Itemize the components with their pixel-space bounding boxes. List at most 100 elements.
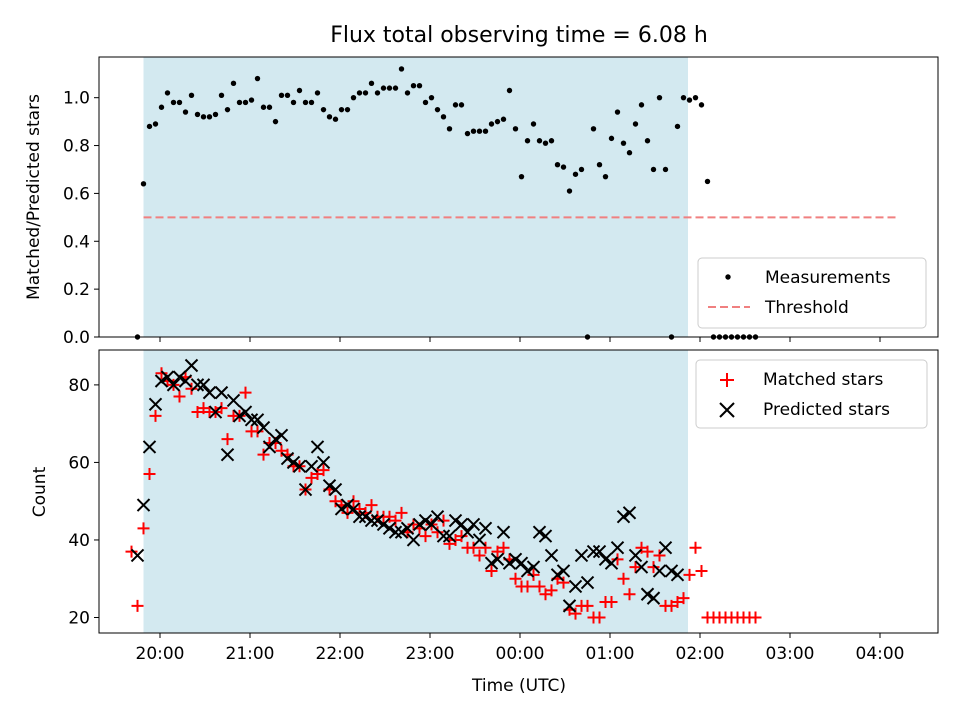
predicted-star-point <box>238 405 253 419</box>
measurement-point <box>284 92 291 98</box>
predicted-star-point <box>400 521 415 536</box>
measurement-point <box>248 97 255 103</box>
measurement-point <box>146 123 153 130</box>
measurement-point <box>680 94 687 101</box>
matched-star-point <box>593 611 606 624</box>
legend-predicted-marker <box>719 402 735 418</box>
measurement-point <box>332 116 339 122</box>
top-legend-box <box>697 257 927 329</box>
measurement-point <box>320 106 327 113</box>
predicted-star-point <box>574 548 589 563</box>
matched-star-point <box>689 541 702 554</box>
matched-star-point <box>569 607 582 620</box>
predicted-star-point <box>448 513 463 528</box>
measurement-point <box>650 166 657 173</box>
matched-star-point <box>455 530 468 543</box>
measurement-point <box>548 138 555 144</box>
legend-measurements-label: Measurements <box>765 268 891 288</box>
matched-star-point <box>473 549 486 562</box>
predicted-star-point <box>262 440 277 454</box>
predicted-star-point <box>232 409 247 423</box>
measurement-point <box>314 90 321 96</box>
y-tick-label: 0.2 <box>63 280 90 300</box>
x-axis-label: Time (UTC) <box>471 676 566 696</box>
matched-star-point <box>131 599 144 612</box>
predicted-star-point <box>484 556 499 570</box>
predicted-star-point <box>508 552 523 567</box>
predicted-star-point <box>394 525 409 539</box>
measurement-point <box>308 99 315 106</box>
matched-star-point <box>653 549 666 562</box>
matched-star-point <box>623 588 636 601</box>
bottom-frame <box>98 349 939 634</box>
predicted-star-point <box>520 564 535 578</box>
measurement-point <box>224 106 231 113</box>
measurement-point <box>578 166 585 173</box>
measurement-point <box>350 94 357 101</box>
predicted-star-point <box>244 413 259 427</box>
predicted-star-point <box>604 556 619 570</box>
matched-star-point <box>509 572 522 585</box>
predicted-star-point <box>544 548 559 563</box>
predicted-star-point <box>256 420 271 435</box>
predicted-star-point <box>184 358 199 373</box>
predicted-star-point <box>640 587 655 601</box>
measurement-point <box>530 121 537 127</box>
measurement-point <box>464 130 471 137</box>
predicted-star-point <box>310 440 325 454</box>
measurement-point <box>260 104 267 110</box>
measurement-point <box>368 80 375 87</box>
matched-star-point <box>545 584 558 597</box>
measurement-point <box>164 90 171 96</box>
x-tick-label: 02:00 <box>676 644 725 664</box>
predicted-star-point <box>580 575 595 590</box>
matched-star-point <box>395 506 408 519</box>
predicted-star-point <box>298 482 313 497</box>
measurement-point <box>602 173 609 180</box>
measurement-point <box>344 106 351 113</box>
top-panel: 0.0 0.2 0.4 0.6 0.8 1.0 Matched/Predicted sta… <box>24 56 939 348</box>
top-frame <box>98 56 939 338</box>
measurement-point <box>380 85 387 91</box>
measurement-point <box>488 121 495 127</box>
predicted-star-point <box>616 509 631 524</box>
measurement-point <box>182 109 189 115</box>
matched-star-point <box>431 526 444 539</box>
measurement-point <box>296 87 303 94</box>
measurement-point <box>362 90 369 96</box>
measurement-point <box>206 114 213 120</box>
matched-star-point <box>221 433 234 446</box>
measurement-point <box>374 90 381 96</box>
measurement-point <box>476 128 483 134</box>
measurement-point <box>236 99 243 106</box>
measurement-point <box>632 121 639 127</box>
bottom-y-axis-label: Count <box>30 466 50 517</box>
predicted-star-point <box>364 513 379 528</box>
bottom-legend: Matched stars Predicted stars <box>695 359 928 429</box>
predicted-star-point <box>430 509 445 524</box>
predicted-star-point <box>148 397 163 411</box>
legend-threshold-label: Threshold <box>764 298 849 318</box>
predicted-star-point <box>376 517 391 532</box>
y-tick-label: 40 <box>68 531 90 551</box>
y-tick-label: 0.6 <box>63 184 90 204</box>
predicted-star-point <box>610 541 625 555</box>
matched-star-point <box>683 568 696 581</box>
measurement-point <box>272 118 279 125</box>
measurement-point <box>152 121 159 127</box>
predicted-star-point <box>454 517 469 532</box>
measurement-point <box>158 104 165 110</box>
matched-star-point <box>251 425 264 438</box>
matched-star-point <box>527 568 540 581</box>
top-y-ticks: 0.0 0.2 0.4 0.6 0.8 1.0 <box>63 89 99 348</box>
matched-star-point <box>257 448 270 461</box>
predicted-star-point <box>274 428 289 442</box>
predicted-star-point <box>190 378 205 392</box>
measurement-point <box>470 128 477 134</box>
predicted-star-point <box>166 378 181 392</box>
measurement-point <box>212 111 219 118</box>
bottom-shaded-region <box>143 350 688 633</box>
matched-star-point <box>149 409 162 422</box>
predicted-star-point <box>322 478 337 493</box>
measurement-point <box>278 92 285 98</box>
